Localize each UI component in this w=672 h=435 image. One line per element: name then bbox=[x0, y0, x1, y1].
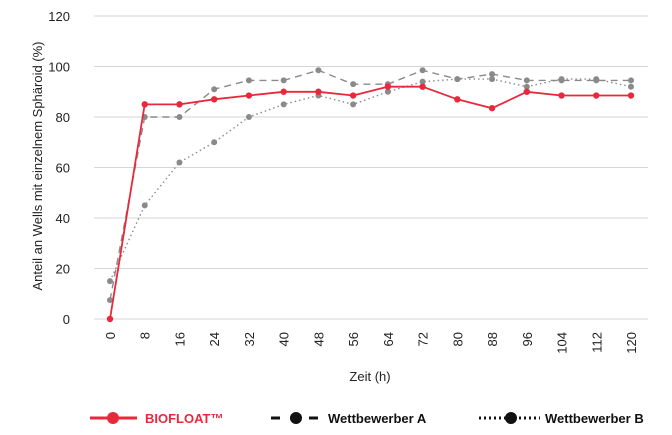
x-tick-label: 0 bbox=[103, 332, 118, 339]
x-tick-label: 80 bbox=[450, 332, 465, 346]
legend-item: BIOFLOAT™ bbox=[90, 411, 223, 426]
data-point bbox=[176, 159, 183, 166]
data-point bbox=[211, 86, 218, 93]
x-tick-label: 32 bbox=[242, 332, 257, 346]
data-point bbox=[350, 101, 357, 108]
series-line-2 bbox=[109, 78, 632, 282]
x-tick-label: 96 bbox=[520, 332, 535, 346]
data-point bbox=[628, 77, 634, 84]
x-tick-label: 8 bbox=[138, 332, 153, 339]
legend-marker bbox=[290, 412, 302, 424]
data-point bbox=[523, 88, 530, 95]
y-tick-label: 20 bbox=[56, 262, 70, 277]
data-point bbox=[419, 78, 426, 85]
x-tick-label: 16 bbox=[172, 332, 187, 346]
data-point bbox=[107, 278, 113, 285]
legend-marker bbox=[505, 412, 517, 424]
data-point bbox=[106, 315, 114, 323]
data-point bbox=[419, 67, 426, 74]
legend-label: BIOFLOAT™ bbox=[145, 411, 223, 426]
legend-item: Wettbewerber A bbox=[271, 411, 427, 426]
data-point bbox=[593, 77, 600, 84]
data-point bbox=[350, 81, 357, 88]
data-point bbox=[384, 88, 391, 95]
data-point bbox=[211, 96, 218, 103]
x-axis-title: Zeit (h) bbox=[349, 369, 390, 384]
data-point bbox=[558, 92, 565, 99]
y-tick-label: 0 bbox=[63, 312, 70, 327]
data-point bbox=[419, 83, 426, 90]
legend: BIOFLOAT™ Wettbewerber A Wettbewerber B bbox=[90, 411, 644, 426]
y-tick-label: 100 bbox=[48, 60, 70, 75]
data-point bbox=[280, 88, 287, 95]
data-point bbox=[628, 83, 634, 90]
data-point bbox=[245, 114, 252, 120]
y-tick-label: 80 bbox=[56, 110, 70, 125]
x-tick-label: 72 bbox=[416, 332, 431, 346]
data-point bbox=[384, 83, 392, 90]
data-point bbox=[280, 77, 287, 84]
data-point bbox=[523, 77, 530, 84]
legend-label: Wettbewerber A bbox=[328, 411, 427, 426]
data-point bbox=[454, 96, 461, 103]
x-tick-label: 24 bbox=[207, 332, 222, 346]
data-point bbox=[315, 88, 322, 95]
data-point bbox=[488, 104, 496, 112]
x-tick-label: 56 bbox=[346, 332, 361, 346]
data-point bbox=[211, 139, 218, 146]
data-point bbox=[489, 76, 496, 83]
data-point bbox=[107, 297, 113, 304]
legend-marker bbox=[107, 412, 119, 424]
legend-item: Wettbewerber B bbox=[479, 411, 644, 426]
data-point bbox=[176, 101, 183, 108]
x-tick-label: 88 bbox=[485, 332, 500, 346]
x-tick-label: 48 bbox=[311, 332, 326, 346]
series-line-0 bbox=[109, 85, 631, 320]
y-tick-label: 60 bbox=[56, 161, 70, 176]
data-point bbox=[141, 101, 148, 108]
axis-layer: 0 20 40 60 80 100 120 0 8 16 24 32 40 48 56 64 72 80 88 96 1… bbox=[48, 9, 639, 354]
x-tick-label: 120 bbox=[624, 332, 639, 354]
data-point bbox=[245, 77, 252, 84]
x-tick-label: 40 bbox=[277, 332, 292, 346]
data-point bbox=[627, 92, 635, 99]
data-point bbox=[593, 92, 600, 99]
series-line-1 bbox=[109, 69, 631, 301]
x-tick-label: 104 bbox=[555, 332, 570, 354]
data-point bbox=[141, 202, 148, 209]
grid-layer bbox=[94, 15, 648, 320]
series-layer bbox=[106, 67, 635, 323]
y-axis-title: Anteil an Wells mit einzelnem Sphäroid (… bbox=[30, 41, 45, 290]
x-tick-label: 64 bbox=[381, 332, 396, 346]
y-tick-label: 40 bbox=[56, 211, 70, 226]
legend-label: Wettbewerber B bbox=[545, 411, 644, 426]
data-point bbox=[245, 92, 253, 99]
data-point bbox=[280, 101, 287, 108]
data-point bbox=[176, 114, 183, 120]
x-tick-label: 112 bbox=[589, 332, 604, 353]
data-point bbox=[349, 92, 357, 99]
data-point bbox=[489, 71, 496, 78]
y-tick-label: 120 bbox=[48, 9, 70, 24]
data-point bbox=[454, 76, 461, 83]
data-point bbox=[558, 77, 565, 84]
data-point bbox=[315, 67, 322, 74]
data-point bbox=[523, 83, 530, 90]
